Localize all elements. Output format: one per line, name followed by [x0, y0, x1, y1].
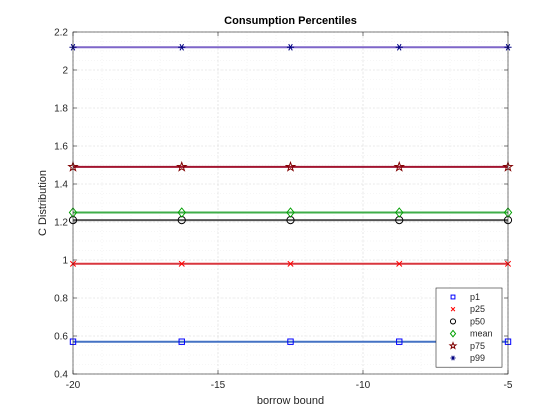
y-tick-label: 0.8	[54, 294, 68, 305]
legend-marker-p75	[448, 341, 458, 350]
y-tick-label: 2	[62, 66, 68, 77]
legend-marker-p25	[450, 306, 456, 312]
data-point-p1	[287, 338, 294, 345]
data-point-mean	[286, 207, 295, 218]
chart-title: Consumption Percentiles	[224, 15, 357, 27]
data-point-p99	[286, 43, 295, 51]
ticks: -20 -15 -10 -5 0.4 0.6 0.8 1 1.2 1.4 1.6 1.8 2 2.2	[54, 28, 513, 392]
data-point-p25	[178, 260, 185, 267]
y-axis-label: C Distribution	[37, 170, 49, 236]
legend-marker-p50	[449, 318, 457, 325]
data-point-p99	[395, 43, 403, 51]
legend-label-p25: p25	[470, 304, 485, 314]
legend-item-p50: p50	[449, 316, 485, 326]
data-point-p25	[287, 260, 294, 267]
y-tick-label: 1.2	[54, 218, 68, 229]
legend-label-mean: mean	[470, 329, 493, 339]
y-tick-label: 1	[62, 256, 68, 267]
legend-item-p75: p75	[448, 341, 485, 351]
y-tick-label: 1.4	[54, 180, 68, 191]
data-point-p75	[284, 160, 297, 172]
y-tick-label: 0.6	[54, 332, 68, 343]
plot-area: -20 -15 -10 -5 0.4 0.6 0.8 1 1.2 1.4 1.6 1.8 2 2.2	[54, 28, 514, 392]
data-point-p1	[396, 338, 403, 345]
series-p25	[69, 260, 512, 267]
y-tick-label: 2.2	[54, 28, 68, 39]
x-tick-label: -5	[504, 380, 513, 391]
x-tick-label: -20	[66, 380, 81, 391]
x-tick-label: -15	[211, 380, 226, 391]
legend-item-p1: p1	[450, 292, 480, 302]
legend-label-p50: p50	[470, 316, 485, 326]
data-point-p75	[176, 160, 188, 172]
y-tick-label: 1.8	[54, 104, 68, 115]
legend-marker-mean	[449, 329, 457, 338]
legend-label-p75: p75	[470, 341, 485, 351]
series-layer	[67, 43, 514, 345]
legend-item-mean: mean	[449, 329, 493, 339]
grid	[72, 31, 509, 375]
data-point-p75	[393, 160, 405, 172]
x-tick-label: -10	[356, 380, 371, 391]
x-axis-label: borrow bound	[257, 395, 324, 407]
legend-item-p99: p99	[450, 353, 485, 363]
data-point-p25	[396, 260, 403, 267]
legend-box	[435, 287, 503, 368]
legend: p1 p25 p50 mean p75 p99	[435, 287, 503, 368]
legend-label-p99: p99	[470, 353, 485, 363]
legend-label-p1: p1	[470, 292, 480, 302]
data-point-p99	[178, 43, 186, 51]
data-point-p1	[178, 338, 185, 345]
legend-item-p25: p25	[450, 304, 485, 314]
axes-frame	[72, 31, 509, 375]
y-tick-label: 0.4	[54, 370, 68, 381]
series-mean	[68, 207, 513, 218]
series-p75	[67, 160, 514, 172]
y-tick-label: 1.6	[54, 142, 68, 153]
data-point-mean	[177, 207, 186, 218]
legend-marker-p99	[450, 355, 456, 361]
data-point-mean	[395, 207, 404, 218]
legend-marker-p1	[450, 294, 456, 300]
